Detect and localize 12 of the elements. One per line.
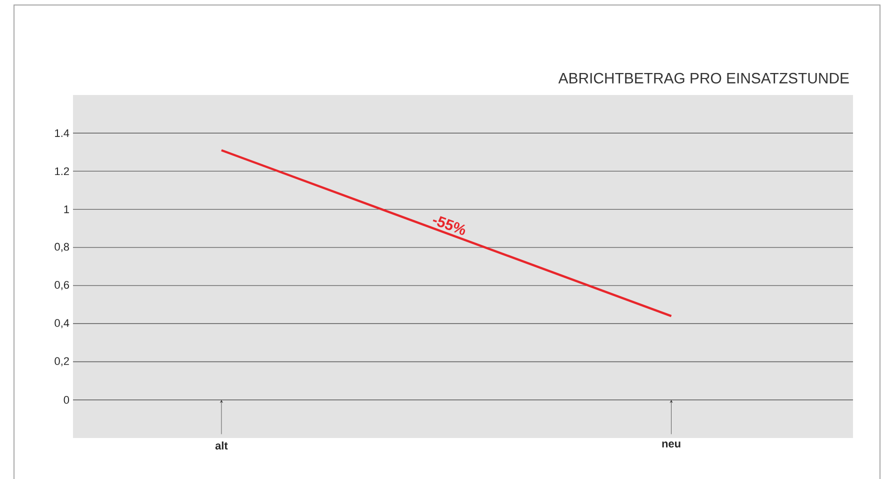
y-tick-label: 1 [64, 206, 69, 214]
y-tick-label: 0,4 [54, 319, 70, 328]
chart-title: ABRICHTBETRAG PRO EINSATZSTUNDE [558, 72, 849, 84]
x-tick-label: alt [215, 442, 228, 450]
y-tick-label: 0 [64, 396, 70, 404]
y-tick-label: 1.2 [55, 167, 69, 176]
y-tick-label: 1.4 [55, 129, 70, 137]
annotation: -55% [432, 216, 466, 235]
x-tick-label: neu [662, 442, 680, 448]
y-tick-label: 0,6 [54, 281, 70, 290]
y-tick-label: 0,8 [54, 242, 70, 252]
y-tick-label: 0,2 [54, 357, 69, 366]
